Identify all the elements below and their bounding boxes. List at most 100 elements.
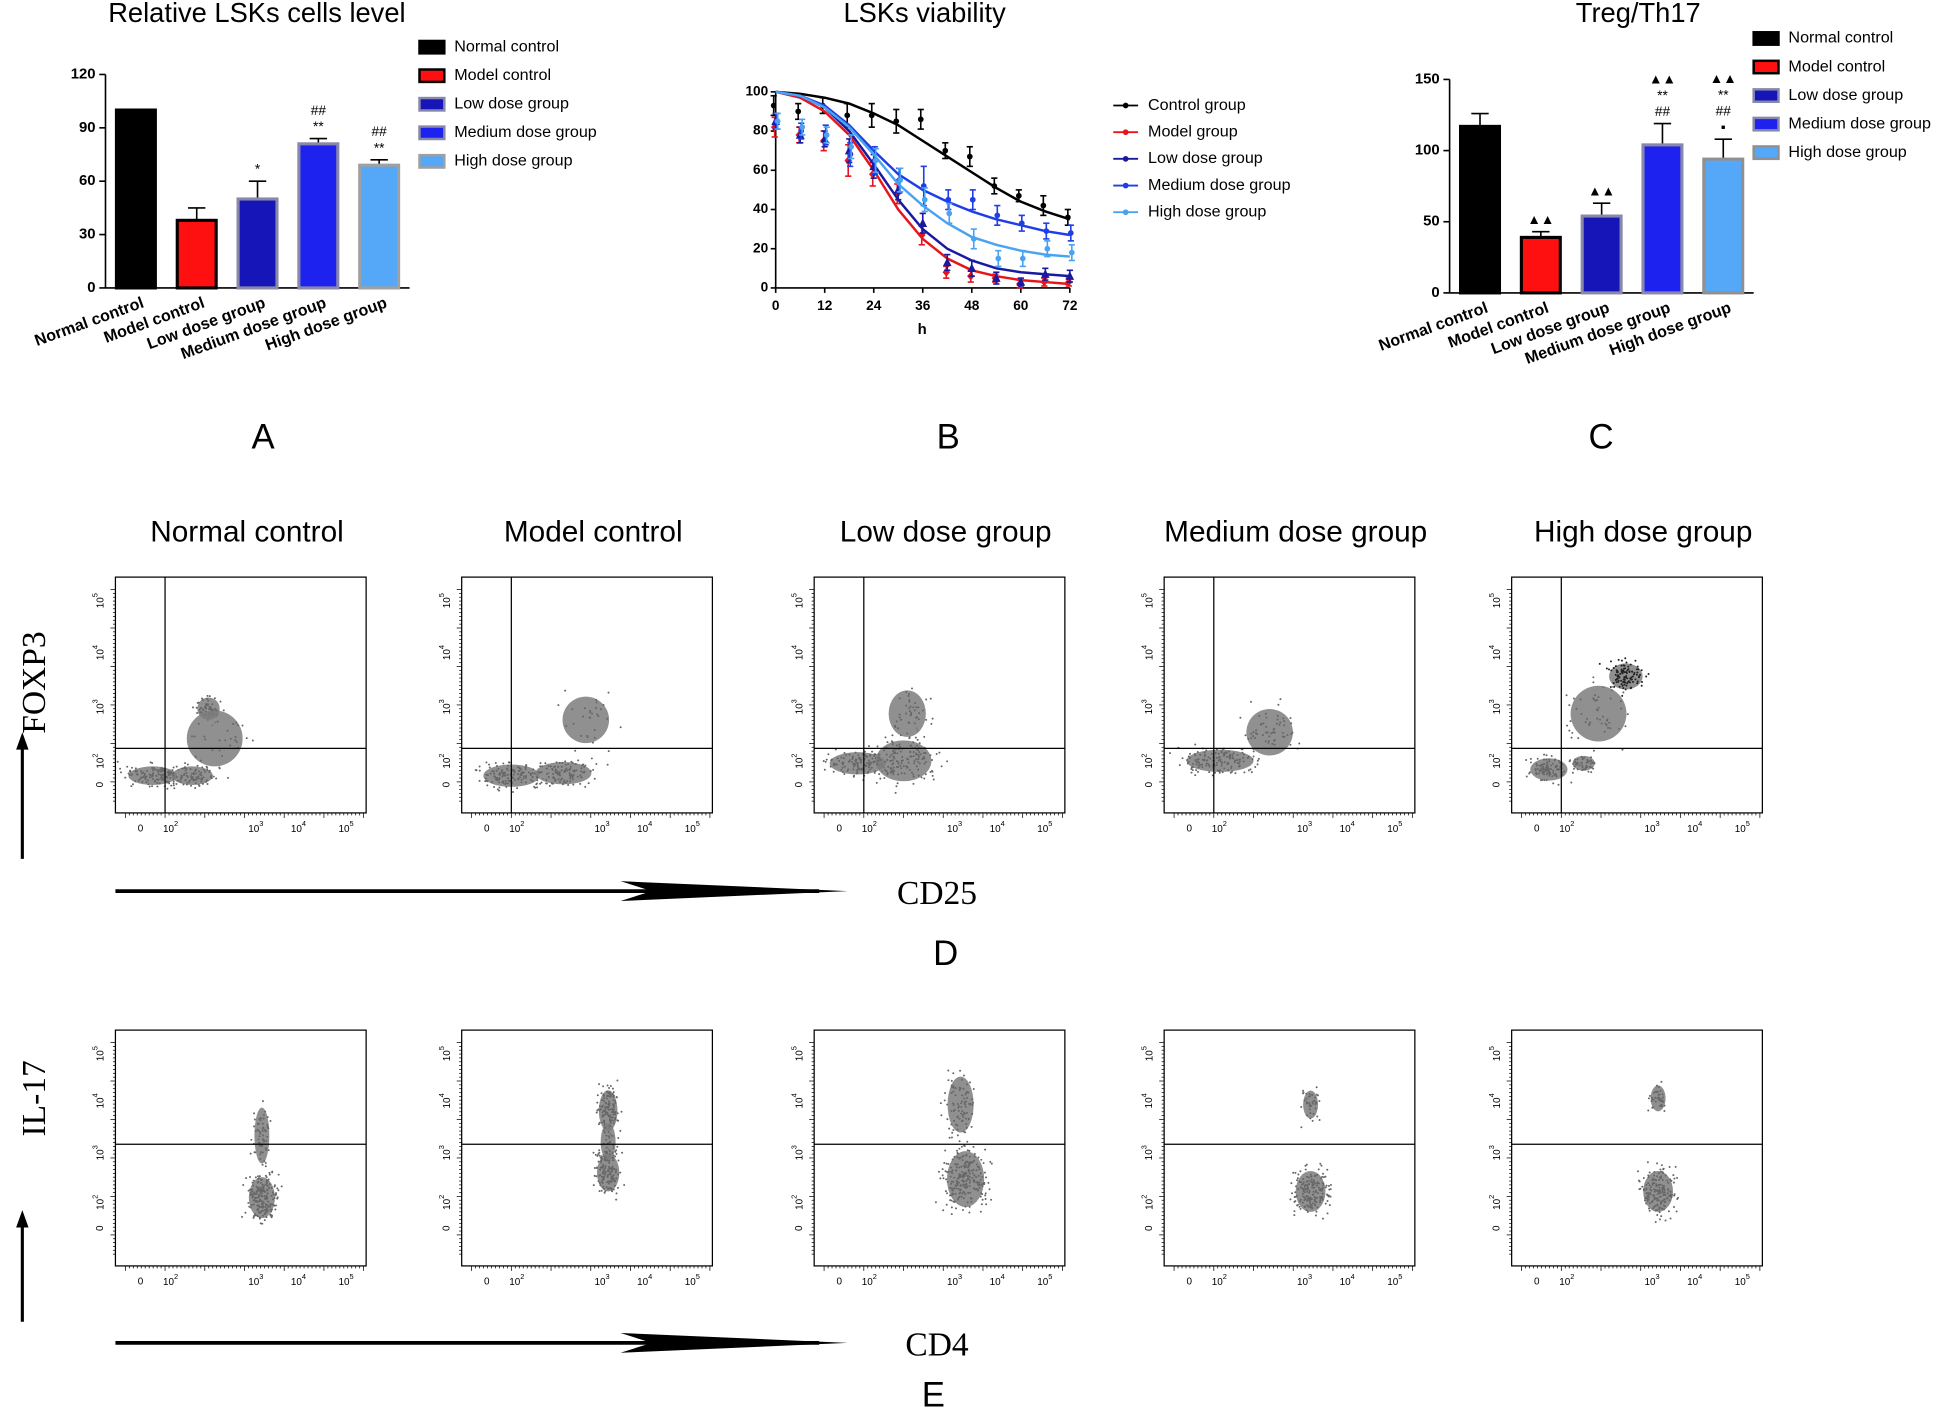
cell-event — [1267, 741, 1270, 744]
cell-event — [598, 1154, 601, 1157]
tick-base: 10 — [338, 1277, 350, 1288]
cell-event — [961, 1175, 964, 1178]
cell-event — [1254, 766, 1257, 769]
cell-event — [1655, 1185, 1658, 1188]
cell-event — [924, 752, 927, 755]
cell-event — [1217, 759, 1220, 762]
cell-event — [265, 1179, 268, 1182]
flow-tick-label: 103 — [1487, 1145, 1503, 1160]
cell-event — [1565, 694, 1568, 697]
cell-event — [901, 759, 904, 762]
flow-tick-label: 102 — [509, 819, 524, 835]
cell-event — [502, 781, 505, 784]
tick-base: 10 — [1340, 1277, 1352, 1288]
cell-event — [197, 775, 200, 778]
flow-tick-label: 103 — [1297, 819, 1312, 835]
cell-event — [1315, 1086, 1318, 1089]
legend-swatch — [1752, 116, 1780, 132]
tick-base: 10 — [95, 703, 106, 715]
cell-event — [1304, 1168, 1307, 1171]
cell-event — [1659, 1195, 1662, 1198]
cell-event — [845, 754, 848, 757]
cell-event — [972, 1172, 974, 1175]
cell-event — [151, 785, 154, 788]
cell-event — [1658, 1186, 1661, 1189]
cell-event — [1542, 767, 1545, 770]
cell-event — [247, 1201, 250, 1204]
cell-event — [952, 1102, 955, 1105]
cell-event — [1292, 1171, 1295, 1174]
cell-event — [1302, 1195, 1305, 1198]
tick-exponent: 5 — [696, 1272, 700, 1281]
cell-event — [1661, 1184, 1664, 1187]
cell-event — [1627, 668, 1630, 671]
cell-event — [536, 786, 539, 789]
tick-base: 10 — [1687, 824, 1699, 835]
cell-event — [1314, 1103, 1317, 1106]
cell-event — [592, 1184, 595, 1187]
cell-event — [1279, 698, 1282, 701]
cell-event — [1592, 749, 1595, 752]
cell-event — [253, 1192, 256, 1195]
cell-event — [1672, 1174, 1675, 1177]
cell-event — [900, 718, 903, 721]
cell-event — [1190, 768, 1193, 771]
cell-event — [224, 739, 227, 742]
legend-label: Medium dose group — [1148, 176, 1291, 194]
cell-event — [1663, 1205, 1666, 1208]
cell-event — [1663, 1104, 1666, 1107]
cell-event — [1302, 1181, 1305, 1184]
flow-tick-label: 105 — [1037, 819, 1052, 835]
cell-event — [1220, 764, 1223, 767]
data-point — [1018, 220, 1025, 227]
cell-event — [949, 1186, 952, 1189]
cell-event — [966, 1166, 969, 1169]
cell-event — [1279, 721, 1282, 724]
cell-event — [1308, 1200, 1311, 1203]
group-title: Model control — [504, 516, 683, 549]
cell-event — [1616, 670, 1619, 673]
cell-event — [558, 780, 561, 783]
tick-base: 10 — [95, 1050, 106, 1062]
cell-event — [1265, 731, 1268, 734]
cell-event — [937, 1170, 940, 1173]
cell-event — [1216, 769, 1219, 772]
cell-event — [146, 779, 149, 782]
cell-event — [531, 772, 534, 775]
cell-event — [1581, 764, 1584, 767]
flow-tick-label: 105 — [437, 1046, 453, 1061]
cell-event — [587, 782, 590, 785]
cell-event — [1201, 763, 1204, 766]
cell-event — [185, 774, 188, 777]
cell-event — [971, 1104, 974, 1107]
cell-event — [1670, 1193, 1673, 1196]
cell-event — [953, 1200, 956, 1203]
cell-event — [965, 1126, 968, 1129]
tick-base: 10 — [95, 757, 106, 769]
tick-base: 10 — [1559, 824, 1571, 835]
flow-tick-label: 105 — [789, 593, 805, 608]
flow-tick-label: 105 — [91, 1046, 107, 1061]
flow-tick-label: 104 — [1340, 819, 1355, 835]
cell-event — [568, 771, 571, 774]
cell-event — [119, 771, 122, 774]
cell-event — [264, 1202, 267, 1205]
data-point — [1064, 214, 1071, 221]
legend-label: Control group — [1148, 96, 1246, 114]
cell-event — [964, 1117, 967, 1120]
cell-event — [208, 706, 211, 708]
cell-event — [1525, 775, 1528, 778]
cell-event — [829, 765, 832, 768]
cell-event — [897, 727, 900, 730]
cell-event — [1196, 758, 1199, 761]
cell-event — [547, 765, 550, 768]
cell-event — [195, 772, 198, 775]
cell-event — [917, 768, 920, 771]
cell-event — [967, 1162, 970, 1165]
cell-event — [596, 713, 599, 716]
cell-event — [1303, 1099, 1306, 1102]
cell-event — [921, 757, 924, 760]
cell-event — [604, 1159, 607, 1162]
cell-event — [1573, 765, 1576, 768]
cell-event — [249, 1188, 252, 1191]
